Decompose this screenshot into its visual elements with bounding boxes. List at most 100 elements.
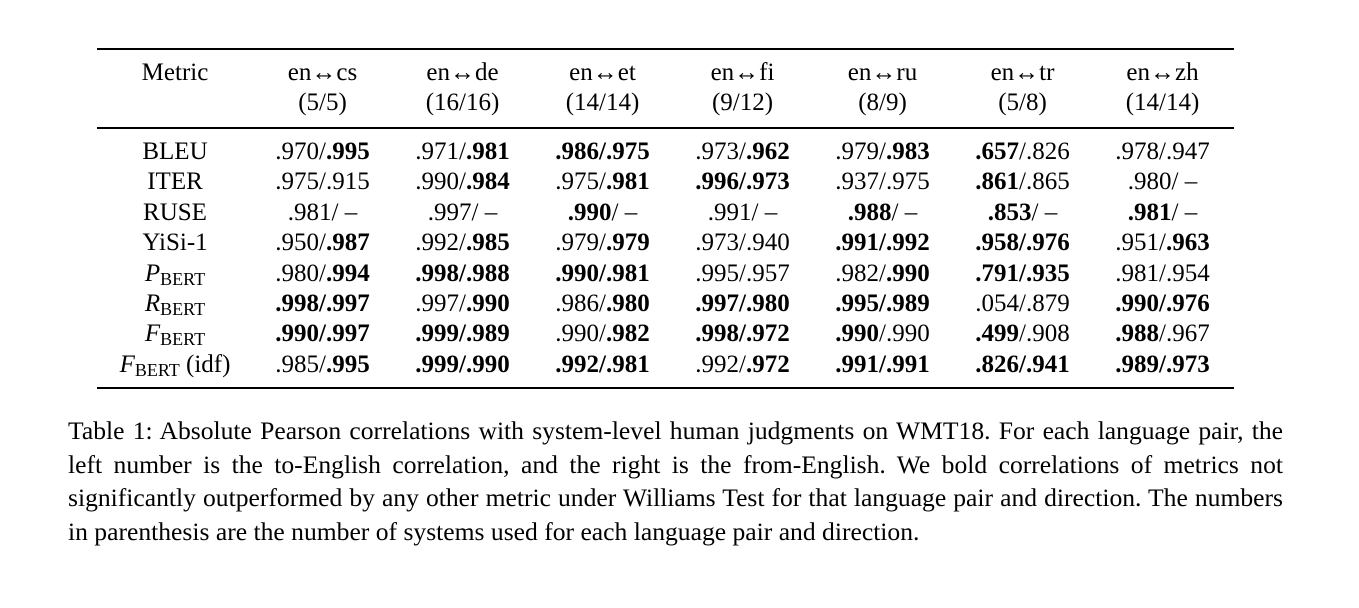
to-english-value: .986 (555, 290, 600, 317)
value-cell: .997/.990 (393, 289, 532, 319)
to-english-value: .995 (695, 259, 740, 287)
metric-symbol: F (144, 320, 161, 348)
to-english-value: .992 (695, 350, 740, 378)
metric-name: FBERT (97, 319, 253, 354)
to-english-value: .998 (415, 259, 460, 287)
value-separator: / (459, 320, 466, 348)
metric-name: BLEU (142, 138, 208, 165)
value-separator: / (599, 350, 606, 378)
to-english-value: .973 (695, 229, 740, 257)
from-english-value: .985 (465, 229, 510, 257)
value-separator: / (459, 259, 466, 287)
to-english-value: .979 (555, 229, 600, 257)
metric-name: ITER (147, 168, 203, 196)
value-separator: / (319, 138, 326, 165)
header-pair-name: en↔de (426, 59, 499, 86)
to-english-value: .990 (567, 198, 612, 226)
value-separator: / (1019, 259, 1026, 287)
from-english-value: .947 (1165, 138, 1210, 165)
from-english-value: .987 (325, 229, 370, 257)
metric-name: PBERT (97, 259, 253, 294)
to-english-value: .826 (975, 350, 1020, 378)
table-header-rule (97, 127, 1234, 129)
value-separator: / (879, 350, 886, 378)
value-cell: .990/ – (533, 198, 672, 228)
from-english-value: .995 (325, 138, 370, 165)
value-cell: .995/.957 (673, 259, 812, 289)
value-cell: .988/.967 (1093, 319, 1232, 349)
from-english-value: .989 (885, 290, 930, 317)
value-cell: .992/.972 (673, 350, 812, 380)
value-separator: / (599, 259, 606, 287)
table-row: YiSi-1.950/.987.992/.985.979/.979.973/.9… (0, 228, 1359, 258)
value-cell: .950/.987 (253, 228, 392, 258)
value-cell: .975/.915 (253, 167, 392, 197)
header-pair-count: (8/9) (858, 89, 907, 116)
header-pair-4: en↔ru (8/9) (813, 58, 952, 118)
header-pair-count: (5/8) (998, 89, 1047, 116)
from-english-value: .997 (325, 290, 370, 317)
metric-subscript: BERT (160, 329, 206, 350)
value-cell: .991/ – (673, 198, 812, 228)
to-english-value: .990 (835, 320, 880, 348)
value-separator: / (1171, 198, 1179, 226)
to-english-value: .970 (275, 138, 320, 165)
to-english-value: .998 (695, 320, 740, 348)
to-english-value: .982 (835, 259, 880, 287)
value-cell: .973/.962 (673, 137, 812, 167)
value-cell: .990/.981 (533, 259, 672, 289)
value-separator: / (459, 168, 466, 196)
value-cell: .980/ – (1093, 167, 1232, 197)
from-english-value: .980 (605, 290, 650, 317)
from-english-value: .992 (885, 229, 930, 257)
from-english-value: – (758, 198, 778, 226)
to-english-value: .853 (987, 198, 1032, 226)
table-caption: Table 1: Absolute Pearson correlations w… (68, 416, 1283, 546)
value-cell: .979/.979 (533, 228, 672, 258)
to-english-value: .985 (275, 350, 320, 378)
value-cell: .990/.976 (1093, 289, 1232, 319)
table-row: RBERT .998/.997.997/.990.986/.980.997/.98… (0, 289, 1359, 319)
from-english-value: .973 (1165, 350, 1210, 378)
value-cell: .990/.997 (253, 319, 392, 349)
value-cell: .981/.954 (1093, 259, 1232, 289)
header-metric: Metric (97, 58, 253, 88)
table-row: FBERT (idf) .985/.995.999/.990.992/.981.9… (0, 350, 1359, 380)
to-english-value: .958 (975, 229, 1020, 257)
to-english-value: .981 (1127, 198, 1172, 226)
value-cell: .996/.973 (673, 167, 812, 197)
value-separator: / (319, 168, 326, 196)
value-separator: / (739, 229, 746, 257)
to-english-value: .973 (695, 138, 740, 165)
header-pair-count: (5/5) (298, 89, 347, 116)
value-cell: .990/.982 (533, 319, 672, 349)
value-separator: / (1019, 229, 1026, 257)
from-english-value: .975 (885, 168, 930, 196)
value-separator: / (1019, 350, 1026, 378)
to-english-value: .998 (275, 290, 320, 317)
to-english-value: .980 (275, 259, 320, 287)
value-cell: .986/.975 (533, 137, 672, 167)
from-english-value: .976 (1025, 229, 1070, 257)
to-english-value: .992 (415, 229, 460, 257)
value-separator: / (599, 320, 606, 348)
value-cell: .975/.981 (533, 167, 672, 197)
from-english-value: – (1038, 198, 1058, 226)
to-english-value: .989 (1115, 350, 1160, 378)
from-english-value: .990 (465, 350, 510, 378)
value-separator: / (319, 320, 326, 348)
to-english-value: .997 (427, 198, 472, 226)
from-english-value: .865 (1025, 168, 1070, 196)
table-bottom-rule (97, 387, 1234, 389)
header-pair-name: en↔ru (847, 59, 918, 86)
to-english-value: .997 (415, 290, 460, 317)
header-pair-3: en↔fi (9/12) (673, 58, 812, 118)
from-english-value: .979 (605, 229, 650, 257)
value-separator: / (879, 229, 886, 257)
to-english-value: .991 (835, 350, 880, 378)
value-cell: .992/.985 (393, 228, 532, 258)
from-english-value: .981 (605, 350, 650, 378)
value-separator: / (1159, 138, 1166, 165)
from-english-value: – (478, 198, 498, 226)
value-cell: .997/ – (393, 198, 532, 228)
